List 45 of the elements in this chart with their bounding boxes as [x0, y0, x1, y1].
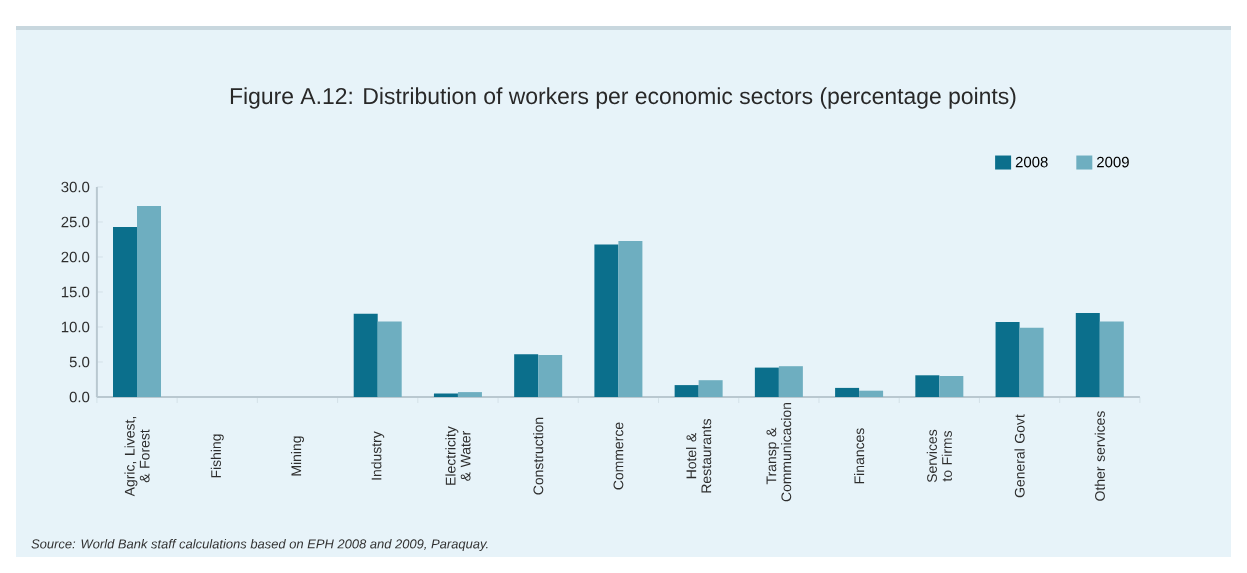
bar [1099, 321, 1124, 397]
x-tick-label: Commerce [613, 422, 624, 490]
bar [618, 240, 643, 397]
bar [1075, 313, 1100, 397]
x-tick-label: Other services [1094, 411, 1105, 501]
bar [353, 313, 378, 397]
bar [754, 367, 779, 397]
y-tick-label: 5.0 [69, 356, 90, 368]
bar [514, 354, 539, 397]
x-tick-label: Services to Firms [926, 429, 952, 483]
bar [915, 375, 940, 397]
x-tick-label: Agric, Livest, & Forest [124, 417, 150, 497]
bar [538, 355, 563, 397]
bar [835, 387, 860, 397]
x-tick-label: Mining [290, 436, 304, 476]
x-tick-label: Industry [371, 431, 385, 480]
x-tick-label: Hotel & Restaurants [686, 418, 712, 493]
x-tick-label: Fishing [210, 434, 224, 478]
bar [859, 390, 884, 397]
bar [457, 392, 482, 397]
x-tick-label: Construction [533, 417, 544, 495]
legend-label: 2008 [1015, 156, 1048, 168]
bar [377, 321, 402, 397]
y-tick-label: 0.0 [69, 391, 90, 403]
legend-label: 2009 [1097, 156, 1129, 168]
source-note: Source: World Bank staff calculations based on EPH 2008 and 2009, Paraquay. [31, 538, 488, 552]
chart-title: Figure A.12: Distribution of workers per economic sectors (percentage points) [230, 87, 1016, 109]
y-tick-label: 20.0 [61, 251, 90, 263]
bar [939, 376, 964, 397]
bar [674, 385, 699, 397]
x-tick-label: Electricity & Water [445, 426, 471, 485]
bar [594, 244, 619, 397]
bar [1019, 327, 1044, 397]
x-tick-label: Finances [853, 428, 865, 484]
x-tick-label: General Govt [1014, 414, 1025, 498]
y-tick-label: 25.0 [61, 216, 90, 228]
y-tick-label: 10.0 [61, 321, 90, 333]
bar [698, 380, 723, 397]
bar [137, 205, 162, 397]
y-tick-label: 15.0 [61, 286, 90, 298]
x-tick-label: Transp & Communicacion [766, 402, 792, 502]
bar [995, 322, 1020, 397]
bar [113, 226, 138, 397]
y-tick-label: 30.0 [61, 181, 90, 193]
bar [778, 366, 803, 397]
